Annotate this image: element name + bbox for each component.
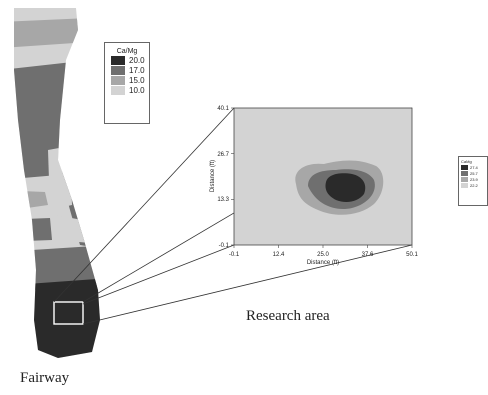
research-legend-row: 23.9 bbox=[461, 176, 487, 182]
y-tick-label: 13.3 bbox=[217, 197, 229, 203]
y-tick-label: 40.1 bbox=[217, 106, 229, 112]
research-area-caption: Research area bbox=[246, 308, 330, 324]
legend-swatch bbox=[461, 170, 468, 176]
x-tick-label: 25.0 bbox=[317, 252, 329, 258]
legend-label: 20.0 bbox=[129, 55, 145, 65]
legend-label: 17.0 bbox=[129, 65, 145, 75]
legend-swatch bbox=[461, 176, 468, 182]
fairway-caption: Fairway bbox=[20, 370, 70, 386]
research-legend-row: 27.4 bbox=[461, 164, 487, 170]
legend-label: 27.4 bbox=[470, 164, 478, 170]
x-tick-label: 50.1 bbox=[406, 252, 418, 258]
fairway-legend-row: 15.0 bbox=[111, 75, 149, 85]
research-area-marker bbox=[53, 301, 84, 325]
legend-swatch bbox=[461, 164, 468, 170]
legend-swatch bbox=[111, 65, 125, 75]
fairway-legend-title: Ca/Mg bbox=[116, 48, 138, 55]
legend-label: 23.9 bbox=[470, 176, 478, 182]
y-tick-label: -0.1 bbox=[219, 243, 230, 249]
fairway-legend-row: 17.0 bbox=[111, 65, 149, 75]
legend-label: 22.2 bbox=[470, 182, 478, 188]
x-tick-label: 37.6 bbox=[362, 252, 374, 258]
legend-label: 25.7 bbox=[470, 170, 478, 176]
fairway-legend: Ca/Mg 20.0 17.0 15.0 10.0 bbox=[104, 42, 150, 124]
legend-swatch bbox=[461, 182, 468, 188]
x-tick-label: -0.1 bbox=[229, 252, 240, 258]
x-tick-label: 12.4 bbox=[273, 252, 285, 258]
research-legend-row: 25.7 bbox=[461, 170, 487, 176]
research-legend-title: CaMg bbox=[461, 159, 472, 164]
legend-label: 10.0 bbox=[129, 85, 145, 95]
legend-label: 15.0 bbox=[129, 75, 145, 85]
fairway-legend-row: 10.0 bbox=[111, 85, 149, 95]
research-legend-row: 22.2 bbox=[461, 182, 487, 188]
legend-swatch bbox=[111, 85, 125, 95]
fairway-legend-row: 20.0 bbox=[111, 55, 149, 65]
contour-high bbox=[325, 173, 366, 202]
legend-swatch bbox=[111, 75, 125, 85]
research-legend: CaMg 27.4 25.7 23.9 22.2 bbox=[458, 156, 488, 206]
x-axis-label: Distance (ft) bbox=[307, 260, 339, 266]
y-tick-label: 26.7 bbox=[217, 152, 229, 158]
y-axis-label: Distance (ft) bbox=[210, 160, 216, 192]
legend-swatch bbox=[111, 55, 125, 65]
research-area-plot: -0.1 12.4 25.0 37.6 50.1 40.1 26.7 13.3 … bbox=[210, 106, 418, 266]
